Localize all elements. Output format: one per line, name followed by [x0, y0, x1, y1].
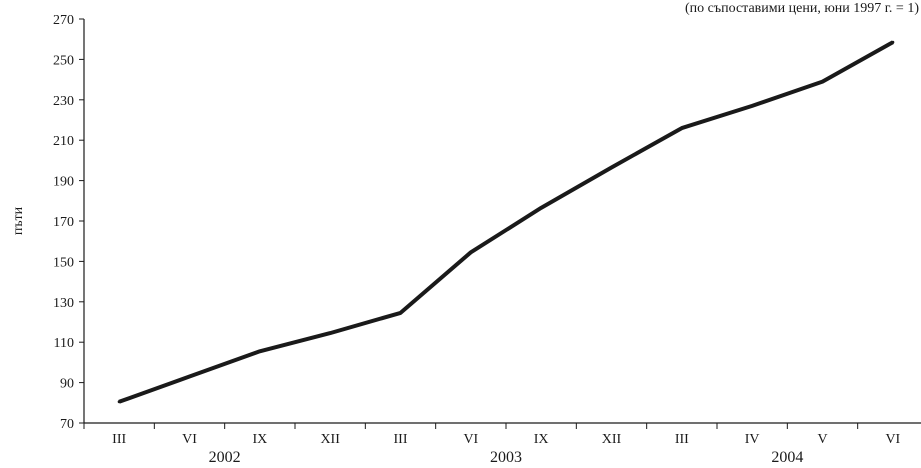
- y-axis-title: пъти: [11, 206, 26, 235]
- data-point: [821, 80, 824, 84]
- y-tick-label: 70: [60, 417, 74, 432]
- year-label: 2004: [771, 449, 803, 466]
- y-tick-label: 130: [53, 296, 74, 311]
- x-tick-label: IX: [252, 432, 267, 447]
- series-group: [117, 40, 895, 404]
- x-tick-label: IX: [534, 432, 549, 447]
- x-tick-label: XII: [320, 432, 340, 447]
- x-axis-year-labels: 2002 2003 2004: [209, 449, 804, 466]
- x-tick-label: VI: [885, 432, 900, 447]
- x-tick-label: VI: [463, 432, 478, 447]
- year-label: 2002: [209, 449, 241, 466]
- y-tick-label: 250: [53, 53, 74, 68]
- data-point: [188, 375, 191, 379]
- y-tick-label: 210: [53, 134, 74, 149]
- year-label: 2003: [490, 449, 522, 466]
- x-tick-label: V: [817, 432, 827, 447]
- x-tick-label: III: [112, 432, 126, 447]
- data-point: [680, 126, 684, 130]
- data-point: [399, 311, 402, 315]
- y-tick-label: 190: [53, 175, 74, 190]
- y-tick-label: 90: [60, 377, 74, 392]
- x-tick-label: III: [394, 432, 408, 447]
- x-tick-label: III: [675, 432, 689, 447]
- data-point: [539, 206, 543, 210]
- data-point: [610, 165, 613, 169]
- y-tick-label: 270: [53, 13, 74, 28]
- data-point: [258, 349, 262, 353]
- x-tick-label: XII: [602, 432, 622, 447]
- data-point: [750, 104, 754, 108]
- y-axis-ticks: 70 90 110 130 150 170 190 210 230 250 270: [53, 13, 84, 432]
- data-point: [469, 250, 473, 254]
- chart-note: (по съпоставими цени, юни 1997 г. = 1): [685, 1, 919, 16]
- data-point: [328, 331, 332, 335]
- y-tick-label: 170: [53, 215, 74, 230]
- axes: [83, 19, 921, 424]
- series-line: [118, 40, 894, 404]
- x-tick-label: VI: [182, 432, 197, 447]
- y-tick-label: 230: [53, 94, 74, 109]
- x-axis-ticks: III VI IX XII III VI IX XII III IV V VI: [83, 423, 901, 447]
- y-tick-label: 150: [53, 255, 74, 270]
- data-point: [117, 400, 121, 404]
- data-point: [891, 40, 895, 44]
- y-tick-label: 110: [54, 336, 74, 351]
- x-tick-label: IV: [745, 432, 760, 447]
